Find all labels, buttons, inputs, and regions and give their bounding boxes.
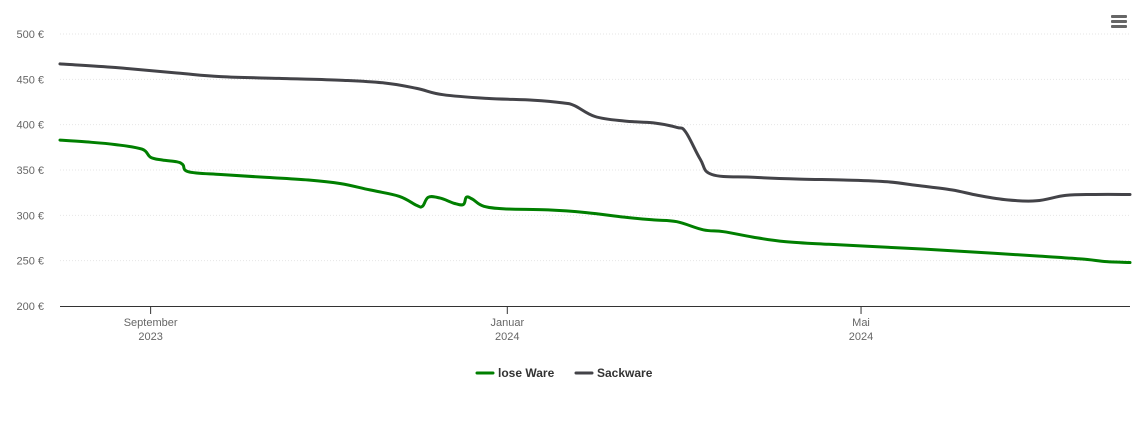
legend-label: Sackware xyxy=(597,366,653,380)
x-tick-label: Januar xyxy=(490,317,524,329)
y-tick-label: 250 € xyxy=(16,256,44,268)
gridlines xyxy=(60,33,1130,262)
legend-item-lose-ware[interactable]: lose Ware xyxy=(475,366,555,380)
y-tick-label: 300 € xyxy=(16,210,44,222)
x-tick-year: 2024 xyxy=(495,331,519,343)
x-tick-year: 2024 xyxy=(849,331,873,343)
legend-item-sackware[interactable]: Sackware xyxy=(574,366,653,380)
series-line-sackware[interactable] xyxy=(58,62,1132,203)
legend-label: lose Ware xyxy=(498,366,555,380)
y-tick-label: 500 € xyxy=(16,29,44,41)
y-tick-label: 400 € xyxy=(16,120,44,132)
x-tick-label: Mai xyxy=(852,317,870,329)
x-tick-label: September xyxy=(124,317,178,329)
y-tick-label: 450 € xyxy=(16,74,44,86)
x-axis: September 2023 Januar 2024 Mai 2024 xyxy=(60,306,1130,343)
x-tick-year: 2023 xyxy=(138,331,162,343)
series-lines xyxy=(58,62,1132,264)
y-tick-label: 350 € xyxy=(16,165,44,177)
series-line-lose-ware[interactable] xyxy=(58,138,1132,264)
y-axis: 200 € 250 € 300 € 350 € 400 € 450 € 500 € xyxy=(16,29,44,313)
hamburger-menu-icon[interactable] xyxy=(1106,10,1132,34)
y-tick-label: 200 € xyxy=(16,301,44,313)
legend[interactable]: lose Ware Sackware xyxy=(475,366,653,380)
